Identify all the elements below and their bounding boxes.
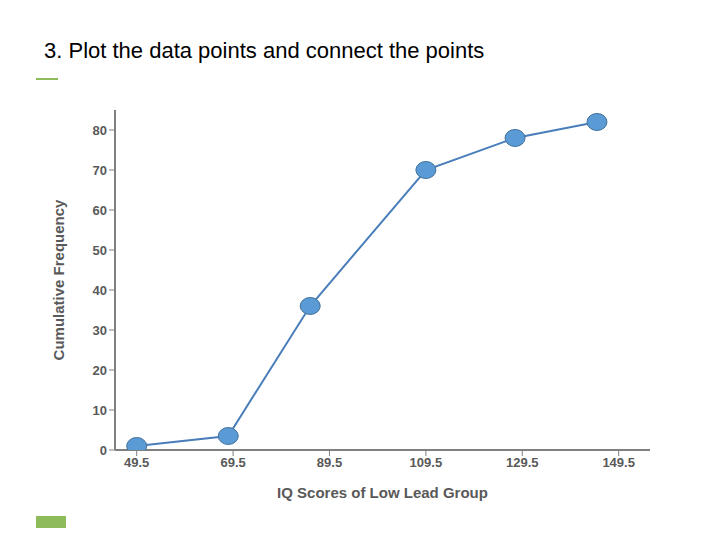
svg-text:109.5: 109.5 (410, 455, 443, 470)
svg-text:20: 20 (93, 363, 107, 378)
svg-text:69.5: 69.5 (220, 455, 245, 470)
svg-text:10: 10 (93, 403, 107, 418)
svg-text:89.5: 89.5 (317, 455, 342, 470)
html-text:3. Plot the data points and co: 3. Plot the data points and connect the … (44, 38, 485, 63)
svg-text:Cumulative Frequency: Cumulative Frequency (50, 199, 67, 361)
svg-text:60: 60 (93, 203, 107, 218)
svg-text:70: 70 (93, 163, 107, 178)
svg-text:149.5: 149.5 (602, 455, 635, 470)
svg-text:30: 30 (93, 323, 107, 338)
svg-text:0: 0 (100, 443, 107, 458)
svg-text:40: 40 (93, 283, 107, 298)
svg-text:50: 50 (93, 243, 107, 258)
svg-text:49.5: 49.5 (124, 455, 149, 470)
svg-text:IQ Scores of Low Lead Group: IQ Scores of Low Lead Group (277, 484, 488, 501)
svg-text:80: 80 (93, 123, 107, 138)
svg-text:129.5: 129.5 (506, 455, 539, 470)
